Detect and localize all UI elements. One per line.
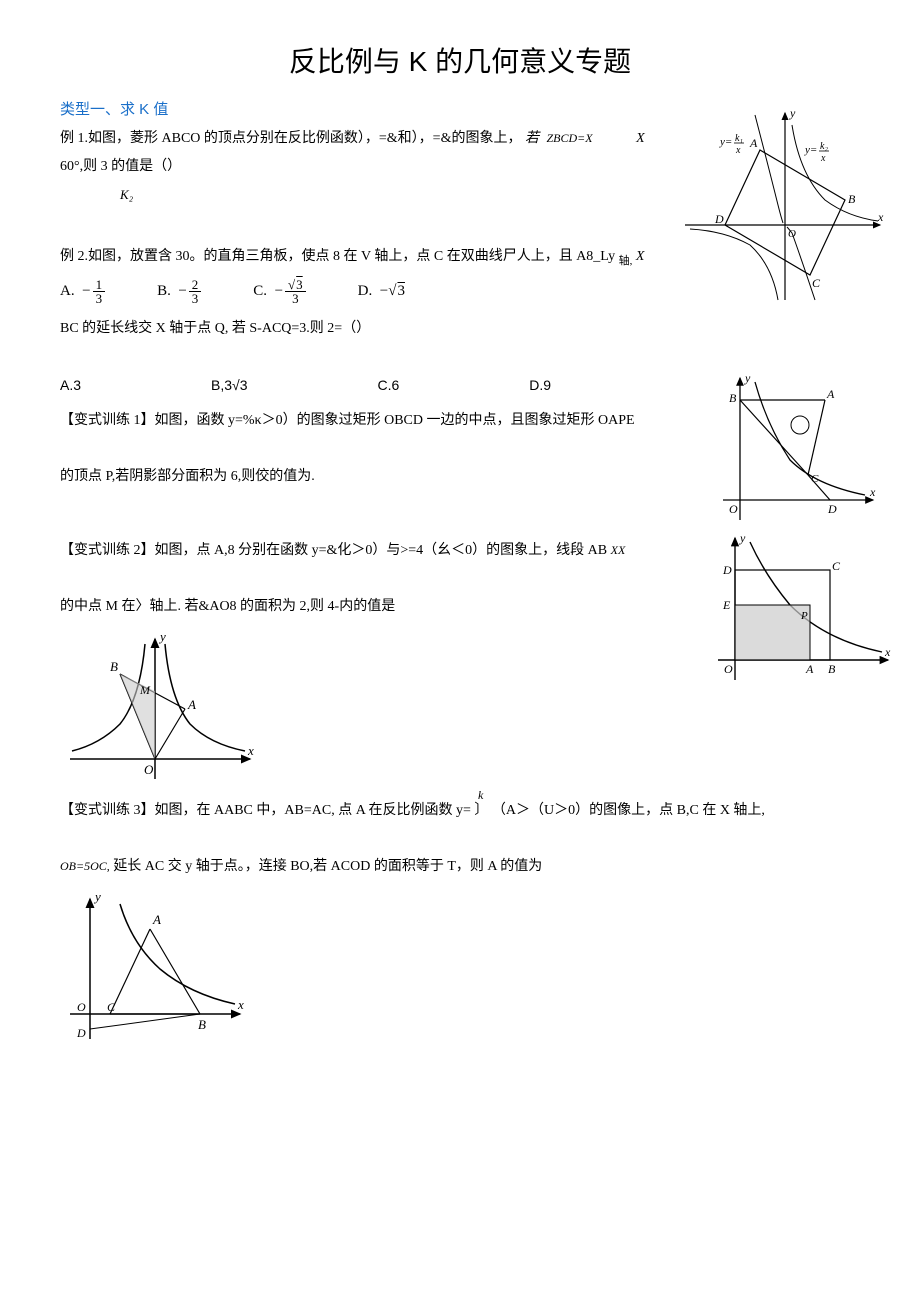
opt-d: D. −√3 [358, 283, 405, 300]
ex2-line1: 例 2.如图，放置含 30。的直角三角板，使点 8 在 V 轴上，点 C 在双曲… [60, 249, 615, 264]
opt-c-label: C. [253, 283, 267, 299]
svg-text:x: x [869, 485, 876, 499]
svg-text:O: O [788, 228, 796, 240]
opt-b-label: B. [157, 283, 171, 299]
svg-text:A: A [826, 387, 835, 401]
svg-text:k₁: k₁ [735, 133, 743, 144]
svg-text:x: x [820, 153, 826, 164]
opt2-d: D.9 [529, 377, 551, 393]
svg-text:D: D [722, 563, 732, 577]
var2-xx: XX [611, 543, 626, 557]
svg-text:x: x [247, 743, 254, 758]
ex2-sub: 轴, [619, 255, 633, 267]
svg-text:x: x [884, 645, 891, 659]
svg-text:C: C [812, 276, 821, 290]
svg-text:x: x [735, 145, 741, 156]
svg-text:y: y [739, 531, 746, 545]
svg-text:D: D [76, 1026, 86, 1040]
svg-text:B: B [110, 659, 118, 674]
svg-text:B: B [198, 1017, 206, 1032]
opt-a-label: A. [60, 283, 75, 299]
opt-a: A. −13 [60, 278, 107, 305]
svg-text:k₂: k₂ [820, 141, 828, 152]
svg-text:D: D [714, 212, 724, 226]
var3-line1: 【变式训练 3】如图，在 AABC 中，AB=AC, 点 A 在反比例函数 y=… [60, 803, 765, 818]
svg-text:A: A [152, 912, 161, 927]
svg-text:B: B [848, 192, 856, 206]
svg-text:O: O [144, 762, 154, 777]
svg-text:C: C [811, 473, 819, 485]
var1-line2: 的顶点 P,若阴影部分面积为 6,则佼的值为. [60, 469, 315, 484]
ex1-line2: 60°,则 3 的值是（） [60, 159, 181, 174]
svg-text:y: y [744, 371, 751, 385]
svg-text:x: x [237, 997, 244, 1012]
svg-text:C: C [832, 559, 841, 573]
var3-line2b: 延长 AC 交 y 轴于点。，连接 BO,若 ACOD 的面积等于 T，则 A … [113, 859, 542, 874]
svg-text:y: y [158, 629, 166, 644]
svg-text:A: A [187, 697, 196, 712]
var2-line2: 的中点 M 在〉轴上. 若&AO8 的面积为 2,则 4-内的值是 [60, 599, 395, 614]
svg-text:E: E [722, 598, 731, 612]
svg-text:M: M [139, 683, 151, 697]
svg-text:P: P [800, 610, 808, 622]
svg-text:O: O [77, 1000, 86, 1014]
svg-text:A: A [805, 662, 814, 676]
opt-c: C. −√33 [253, 278, 307, 305]
svg-text:B: B [828, 662, 836, 676]
opt-d-label: D. [358, 283, 373, 299]
svg-text:y: y [93, 889, 101, 904]
page-title: 反比例与 K 的几何意义专题 [60, 40, 860, 80]
figure-var1: y x D C E P A B O [710, 530, 895, 690]
ex2-x: X [636, 249, 645, 264]
figure-var3: y x A B C O D [60, 889, 860, 1049]
figure-ex2: y x B A C D O [715, 370, 880, 530]
svg-text:O: O [724, 662, 733, 676]
svg-text:D: D [827, 502, 837, 516]
opt2-a: A.3 [60, 377, 81, 393]
var3-ob5oc: OB=5OC, [60, 859, 110, 873]
svg-text:C: C [107, 1000, 116, 1014]
svg-text:A: A [749, 136, 758, 150]
var3-k: k [478, 783, 483, 807]
svg-text:y: y [789, 106, 796, 120]
opt2-c: C.6 [378, 377, 400, 393]
svg-text:B: B [729, 391, 737, 405]
variation-3: k 【变式训练 3】如图，在 AABC 中，AB=AC, 点 A 在反比例函数 … [60, 797, 860, 881]
ex1-x: X [636, 131, 645, 146]
svg-text:y=: y= [719, 136, 732, 148]
var1-line1: 【变式训练 1】如图，函数 y=%κ＞0）的图象过矩形 OBCD 一边的中点，且… [60, 413, 635, 428]
ex2-line2: BC 的延长线交 X 轴于点 Q, 若 S-ACQ=3.则 2=（） [60, 315, 860, 343]
svg-text:y=: y= [804, 144, 817, 156]
opt-b: B. −23 [157, 278, 203, 305]
opt2-b: B,3√3 [211, 377, 247, 393]
figure-ex1: y x A B C D O y= k₁ x y= k₂ x [680, 105, 890, 310]
ex1-line1a: 例 1.如图，菱形 ABCO 的顶点分别在反比例函数），=&和），=&的图象上， [60, 131, 521, 146]
var2-line1a: 【变式训练 2】如图，点 A,8 分别在函数 y=&化＞0）与>=4（幺＜0）的… [60, 543, 607, 558]
ex1-zbcd: ZBCD=X [546, 131, 592, 145]
svg-text:O: O [729, 502, 738, 516]
ex1-ruo: 若 [525, 131, 539, 146]
svg-text:x: x [877, 210, 884, 224]
